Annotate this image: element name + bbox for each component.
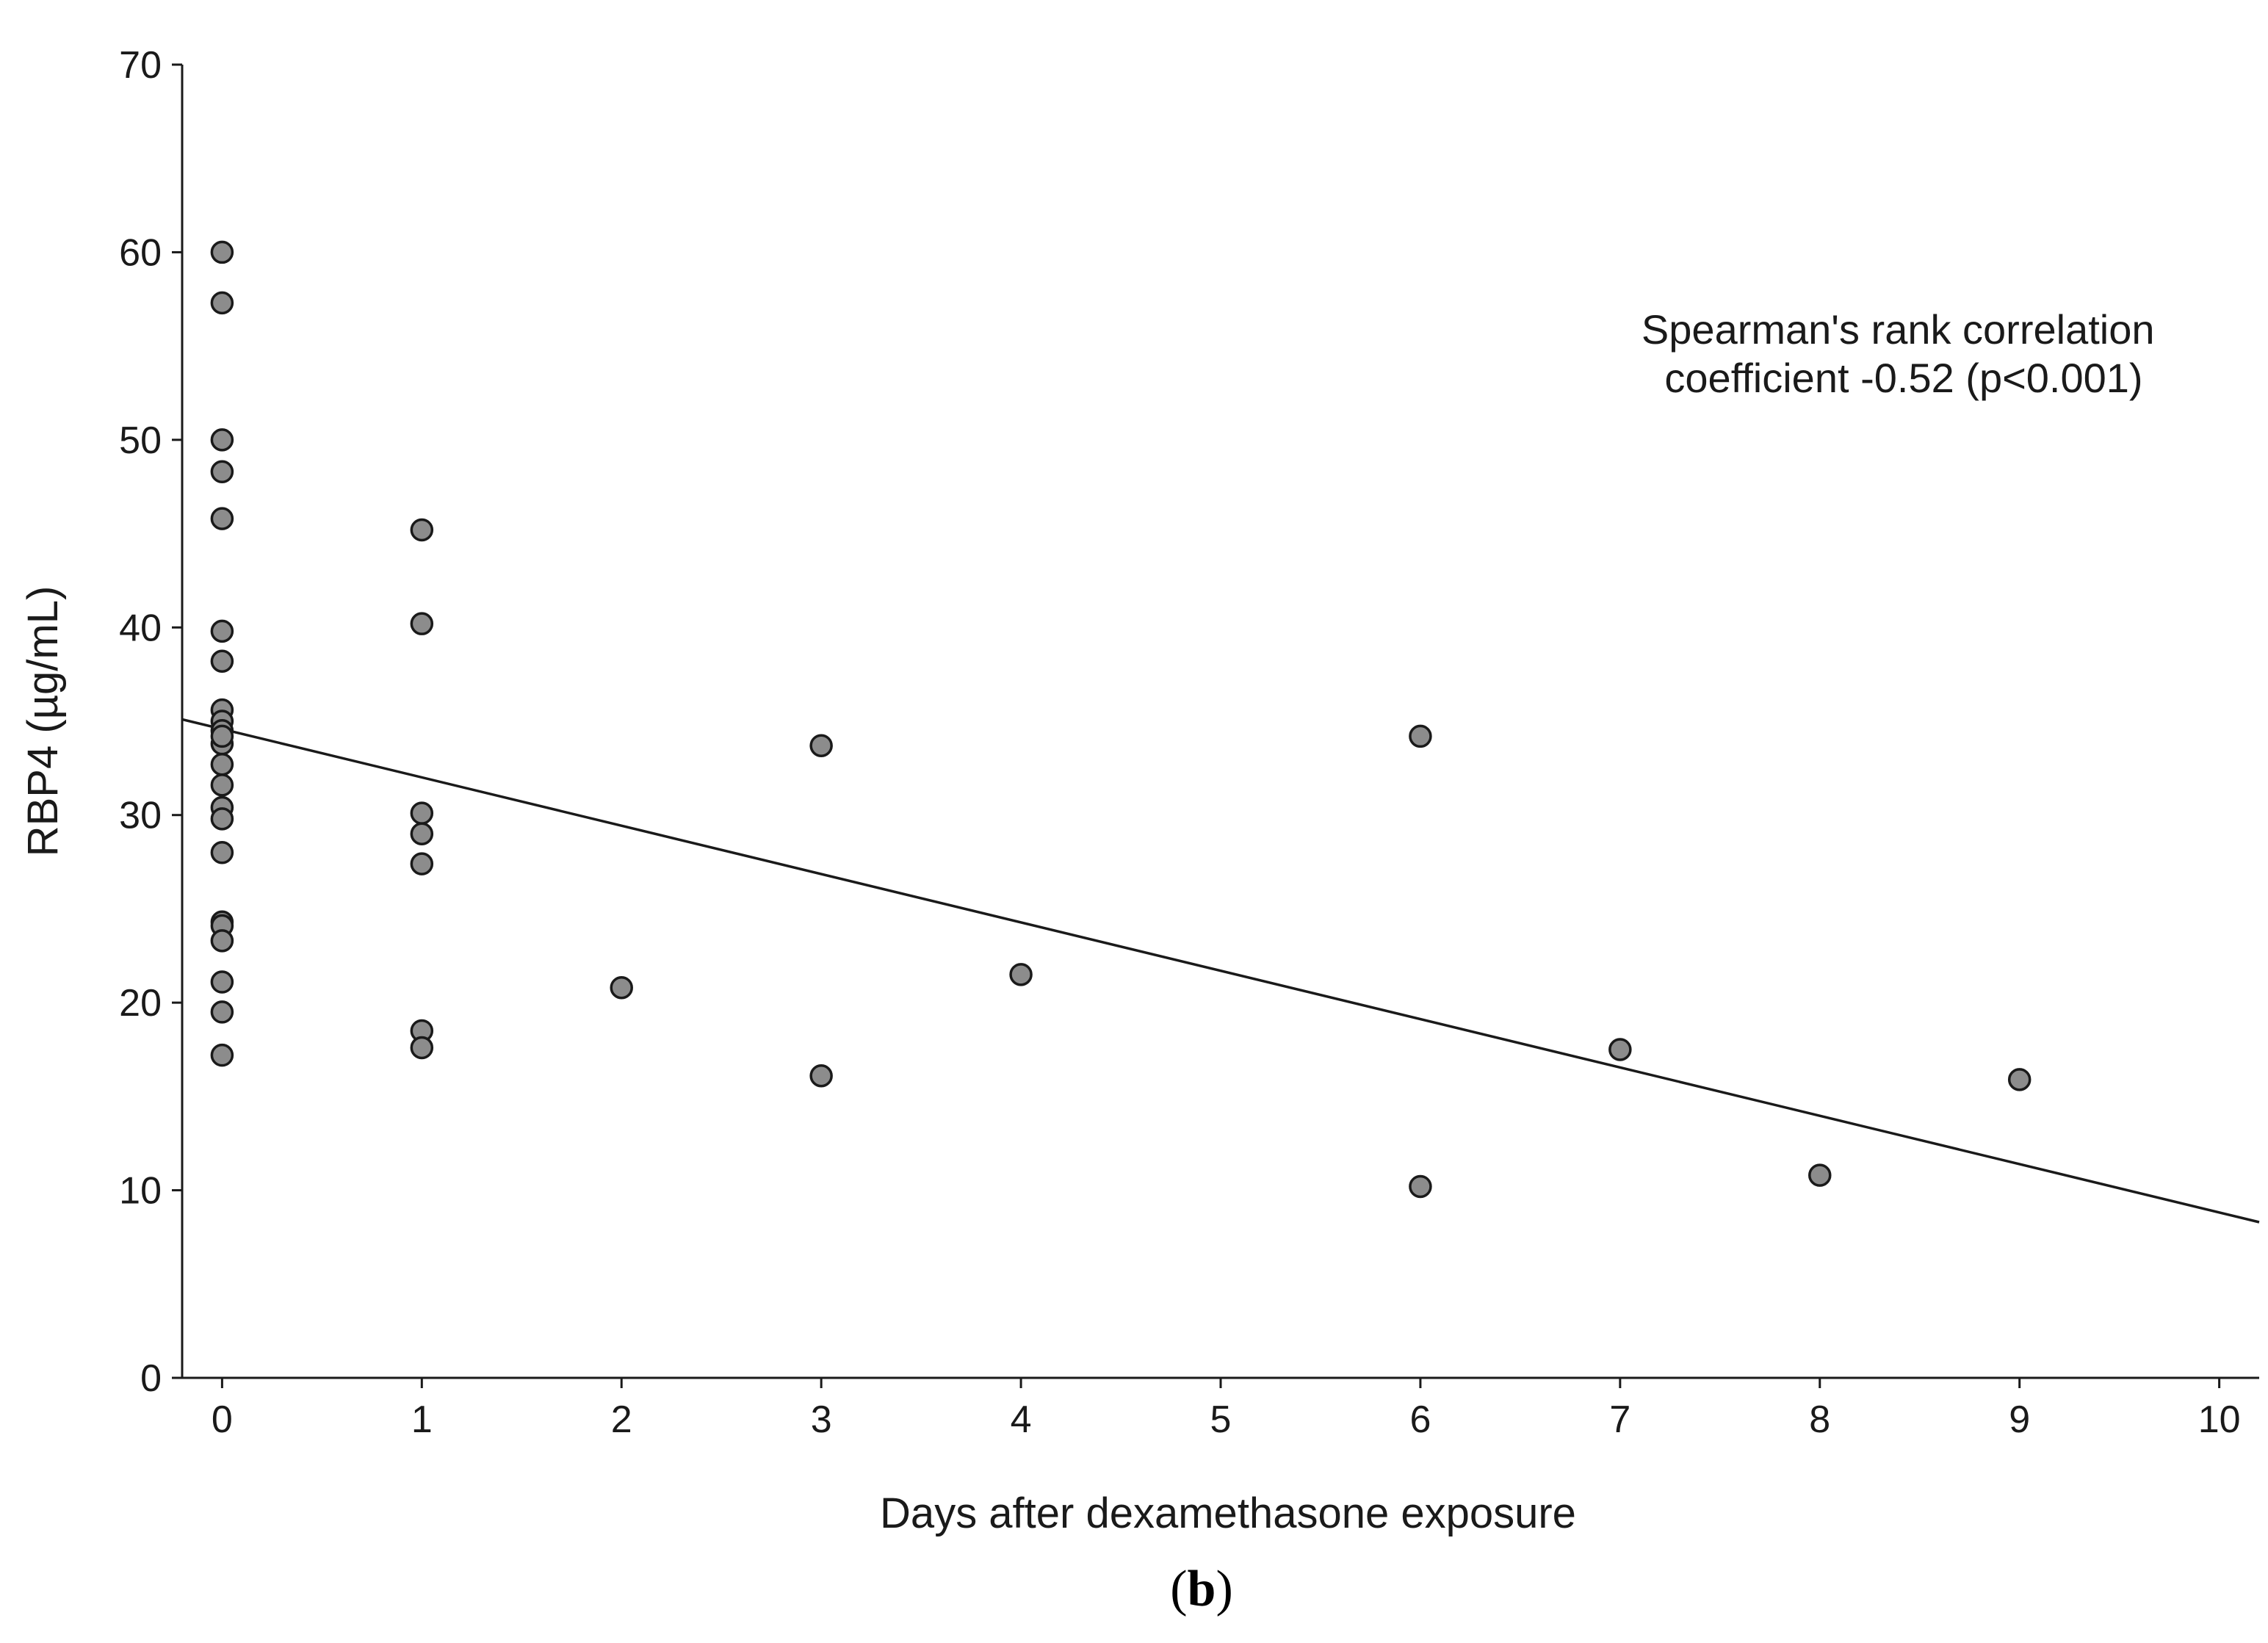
data-point — [2007, 1068, 2032, 1091]
data-point — [210, 291, 234, 315]
y-tick-label: 50 — [119, 419, 162, 462]
x-tick-label: 8 — [1809, 1398, 1830, 1441]
data-points — [210, 240, 2032, 1199]
data-point — [210, 507, 234, 530]
data-point — [410, 801, 434, 825]
data-point — [809, 734, 833, 757]
data-point — [210, 724, 234, 748]
x-axis-ticks: 0 1 2 3 4 5 6 7 8 9 10 — [212, 1378, 2241, 1441]
data-point — [1608, 1038, 1632, 1061]
data-point — [410, 518, 434, 542]
data-point — [410, 612, 434, 635]
x-axis-title: Days after dexamethasone exposure — [880, 1489, 1576, 1537]
spearman-annotation: Spearman's rank correlation coefficient … — [1642, 306, 2166, 401]
y-tick-label: 30 — [119, 795, 162, 837]
data-point — [410, 822, 434, 846]
data-point — [1808, 1163, 1832, 1187]
x-tick-label: 0 — [212, 1398, 233, 1441]
data-point — [210, 428, 234, 452]
y-tick-label: 70 — [119, 44, 162, 87]
data-point — [210, 649, 234, 674]
plot-area: 0 10 20 30 40 50 60 70 0 1 2 3 4 5 6 7 8 9 10 — [119, 44, 2260, 1441]
data-point — [210, 970, 234, 994]
x-tick-label: 6 — [1409, 1398, 1431, 1441]
regression-line — [181, 718, 2260, 1224]
data-point — [210, 240, 234, 264]
data-point — [210, 752, 234, 776]
panel-label: (b) — [1170, 1561, 1233, 1617]
panel-label-letter: b — [1188, 1561, 1216, 1617]
data-point — [210, 773, 234, 797]
x-tick-label: 4 — [1011, 1398, 1032, 1441]
data-point — [210, 929, 234, 953]
y-tick-label: 10 — [119, 1170, 162, 1213]
data-point — [1409, 724, 1432, 748]
y-tick-label: 60 — [119, 231, 162, 274]
y-axis-title: RBP4 (µg/mL) — [19, 586, 67, 857]
data-point — [1409, 1174, 1432, 1199]
data-point — [1009, 963, 1033, 986]
data-point — [210, 619, 234, 643]
data-point — [410, 1036, 434, 1060]
data-point — [210, 460, 234, 484]
y-tick-label: 20 — [119, 982, 162, 1025]
data-point — [210, 841, 234, 864]
y-tick-label: 0 — [140, 1357, 162, 1400]
y-axis-ticks: 0 10 20 30 40 50 60 70 — [119, 44, 182, 1400]
annotation-line-1: Spearman's rank correlation — [1642, 306, 2155, 353]
data-point — [610, 975, 633, 1000]
panel-label-close-paren: ) — [1216, 1561, 1232, 1617]
panel-label-open-paren: ( — [1170, 1561, 1187, 1617]
x-tick-label: 3 — [811, 1398, 832, 1441]
x-tick-label: 2 — [611, 1398, 632, 1441]
x-tick-label: 7 — [1609, 1398, 1630, 1441]
data-point — [210, 1043, 234, 1067]
annotation-line-2: coefficient -0.52 (p<0.001) — [1664, 355, 2142, 401]
data-point — [809, 1064, 833, 1088]
data-point — [210, 807, 234, 831]
x-tick-label: 9 — [2009, 1398, 2030, 1441]
data-point — [410, 852, 434, 875]
x-tick-label: 5 — [1210, 1398, 1232, 1441]
data-point — [210, 1000, 234, 1024]
x-tick-label: 10 — [2198, 1398, 2241, 1441]
x-tick-label: 1 — [411, 1398, 433, 1441]
y-tick-label: 40 — [119, 607, 162, 649]
